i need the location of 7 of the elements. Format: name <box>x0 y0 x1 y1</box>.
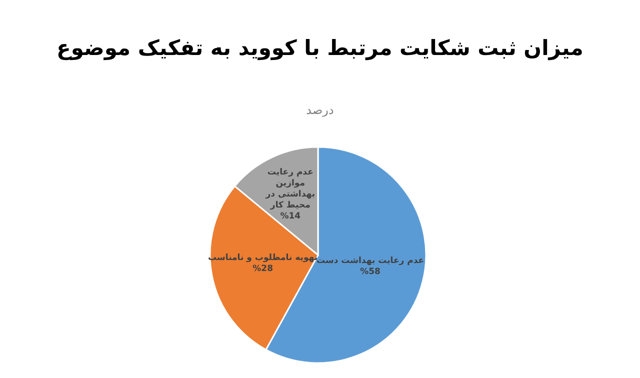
chart-subtitle: درصد <box>306 103 334 117</box>
slice-label: عدم رعایت بهداشت دست <box>316 256 424 266</box>
data-label: %14 <box>280 211 301 222</box>
slice-label: عدم رعایت موازین بهداشتی در محیط کار <box>264 167 316 210</box>
chart-title: میزان ثبت شکایت مرتبط با کووید به تفکیک موضوع <box>56 36 584 61</box>
data-label: %58 <box>360 266 381 277</box>
data-label: %28 <box>252 264 274 274</box>
